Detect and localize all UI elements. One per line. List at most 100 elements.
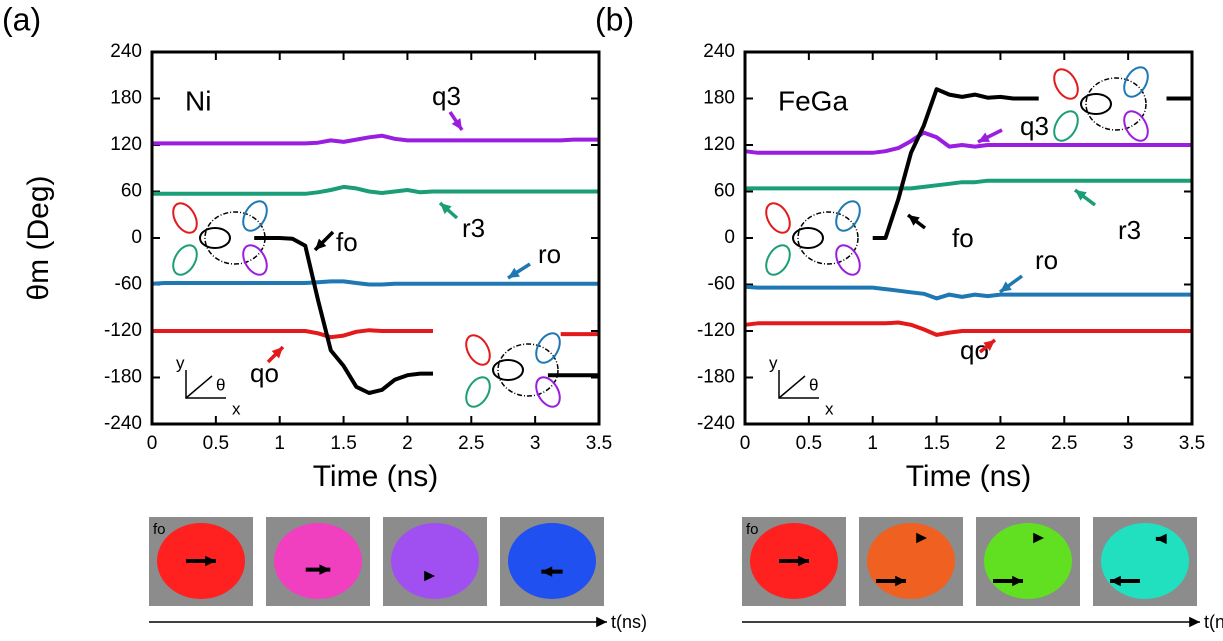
arrow-head (596, 616, 607, 628)
inset-ellipse (765, 202, 791, 234)
inset-y-label: y (176, 353, 185, 372)
annotation: q3 (1020, 111, 1049, 141)
series-line (744, 320, 1192, 337)
arrow-head (1012, 575, 1023, 587)
arrow-head (908, 215, 920, 226)
inset-ellipse (1123, 66, 1149, 98)
arrow-head (1075, 190, 1087, 201)
y-tick-label: -120 (697, 320, 735, 341)
snapshot-disk (1101, 523, 1189, 599)
series-line (745, 178, 1192, 191)
arrow-head (1110, 575, 1121, 587)
annotation: r3 (1118, 215, 1141, 245)
series-line (744, 130, 1192, 155)
y-tick-label: -180 (697, 367, 735, 388)
series-line (152, 328, 599, 340)
strip-axis-label: t(ns) (611, 612, 647, 632)
arrow-head (440, 203, 452, 215)
inset-angle-line (778, 375, 806, 399)
arrow-head (508, 267, 520, 278)
arrow-head (916, 532, 927, 544)
inset-ellipse (172, 244, 198, 276)
panel-label: (a) (2, 1, 41, 37)
y-tick-label: -60 (708, 274, 735, 295)
x-tick-label: 0.5 (203, 433, 229, 454)
inset-angle-line (185, 375, 213, 399)
series-line (254, 236, 599, 395)
inset-ring (497, 343, 559, 397)
y-tick-label: -120 (104, 320, 142, 341)
annotation: qo (250, 358, 279, 388)
arrow-head (541, 566, 553, 577)
arrow-head (983, 340, 995, 351)
plot-frame (150, 50, 601, 426)
inset-ellipse (465, 334, 491, 366)
inset-center (492, 359, 524, 381)
snapshot-disk (391, 523, 479, 599)
inset-ellipse (242, 200, 268, 232)
inset-ring (797, 211, 859, 265)
y-tick-label: 180 (703, 88, 735, 109)
annotation: q3 (432, 81, 461, 111)
inset-x-label: x (825, 399, 834, 418)
snapshot-disk (274, 523, 362, 599)
x-tick-label: 1.5 (330, 433, 356, 454)
x-tick-label: 2 (995, 433, 1006, 454)
y-tick-label: 60 (121, 181, 142, 202)
inset-ellipse (1053, 110, 1079, 142)
annotation: FeGa (778, 85, 848, 116)
x-tick-label: 2.5 (458, 433, 484, 454)
arrow-head (205, 555, 216, 567)
arrow-head (1000, 281, 1012, 292)
x-tick-label: 2 (402, 433, 413, 454)
inset-ellipse (1123, 110, 1149, 142)
inset-ellipse (465, 376, 491, 408)
y-tick-label: -60 (115, 274, 142, 295)
arrow-head (895, 575, 906, 587)
annotation: fo (952, 223, 974, 253)
arrow-head (315, 238, 327, 250)
annotation: fo (336, 227, 358, 257)
panel-label: (b) (595, 1, 634, 37)
arrow-head (451, 118, 462, 130)
annotation: Ni (185, 85, 211, 116)
inset-ring (1085, 77, 1147, 131)
inset-center (1080, 93, 1112, 115)
x-tick-label: 0 (147, 433, 158, 454)
annotation: ro (538, 239, 561, 269)
x-tick-label: 3 (1123, 433, 1134, 454)
y-tick-label: 0 (724, 227, 735, 248)
arrow-head (319, 564, 331, 575)
x-tick-label: 3.5 (1179, 433, 1205, 454)
inset-ellipse (535, 376, 561, 408)
arrow-head (1189, 616, 1200, 628)
y-tick-label: 120 (110, 134, 142, 155)
inset-center (199, 227, 231, 249)
x-axis-label: Time (ns) (906, 460, 1032, 493)
arrow-head (978, 132, 990, 142)
inset-center (792, 227, 824, 249)
x-tick-label: 1.5 (923, 433, 949, 454)
x-tick-label: 3 (530, 433, 541, 454)
y-tick-label: 240 (703, 41, 735, 62)
strip-axis-label: t(ns) (1204, 612, 1223, 632)
series-line (152, 133, 599, 146)
y-tick-label: 240 (110, 41, 142, 62)
inset-ellipse (835, 244, 861, 276)
y-tick-label: 180 (110, 88, 142, 109)
inset-x-label: x (232, 399, 241, 418)
arrow-head (424, 570, 435, 582)
x-tick-label: 3.5 (586, 433, 612, 454)
x-axis-label: Time (ns) (313, 460, 439, 493)
series-line (152, 184, 599, 196)
y-tick-label: -240 (697, 413, 735, 434)
plot-frame (743, 50, 1194, 426)
inset-ellipse (535, 332, 561, 364)
strip-corner-label: fo (153, 521, 166, 538)
arrow-head (1033, 532, 1044, 544)
inset-ellipse (172, 202, 198, 234)
annotation: ro (1035, 245, 1058, 275)
y-tick-label: -180 (104, 367, 142, 388)
snapshot-disk (867, 523, 955, 599)
